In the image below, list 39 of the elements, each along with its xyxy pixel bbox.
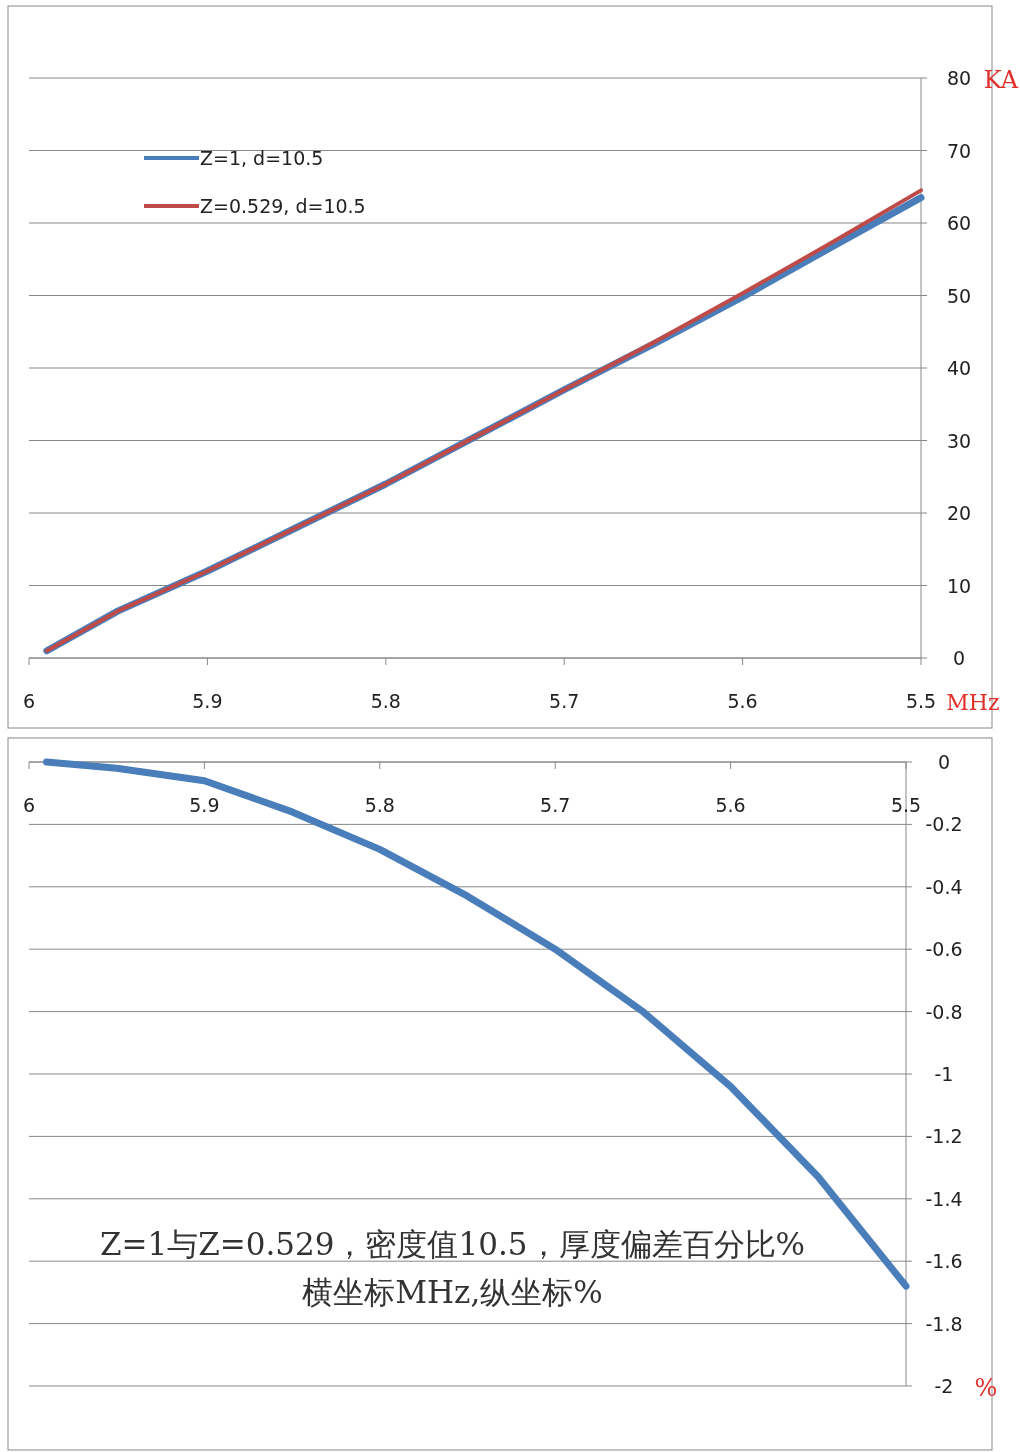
x-tick-label: 5.5 <box>890 794 922 816</box>
x-tick-label: 5.9 <box>192 690 223 712</box>
x-tick-label: 5.8 <box>370 690 401 712</box>
y-tick-label: -1 <box>934 1063 954 1085</box>
y-tick-label: -0.8 <box>925 1000 963 1023</box>
x-tick-label: 5.5 <box>905 690 937 712</box>
x-tick-label: 5.7 <box>540 794 571 816</box>
y-tick-label: -1.8 <box>925 1312 963 1335</box>
x-tick-label: 6 <box>22 690 36 712</box>
x-tick-label: 5.9 <box>189 794 220 816</box>
y-tick-label: -1.2 <box>925 1125 963 1148</box>
y-axis-title: % <box>974 1374 998 1402</box>
annotation: Z=1与Z=0.529，密度值10.5，厚度偏差百分比% <box>100 1226 805 1262</box>
y-tick-label: -0.2 <box>925 813 963 836</box>
x-tick-label: 5.6 <box>715 794 746 816</box>
y-tick-label: 10 <box>946 574 972 597</box>
y-tick-label: 80 <box>946 67 972 89</box>
x-tick-label: 5.8 <box>364 794 395 816</box>
x-tick-label: 5.7 <box>549 690 580 712</box>
y-tick-label: 20 <box>946 502 972 524</box>
y-tick-label: -1.6 <box>925 1250 963 1273</box>
y-axis-title: KA <box>983 66 1019 94</box>
y-tick-label: 70 <box>946 139 972 162</box>
legend-label: Z=1, d=10.5 <box>200 147 324 169</box>
y-tick-label: -0.4 <box>925 875 963 898</box>
x-axis-title: MHz <box>946 690 1000 715</box>
y-tick-label: 0 <box>952 647 966 669</box>
y-tick-label: 50 <box>946 284 972 307</box>
x-tick-label: 5.6 <box>727 690 758 712</box>
y-tick-label: 30 <box>946 429 972 452</box>
y-tick-label: -0.6 <box>925 938 963 961</box>
y-tick-label: -2 <box>934 1375 954 1397</box>
legend-label: Z=0.529, d=10.5 <box>200 195 366 217</box>
y-tick-label: -1.4 <box>925 1187 963 1210</box>
x-tick-label: 6 <box>22 794 36 816</box>
y-tick-label: 40 <box>946 357 972 379</box>
y-tick-label: 60 <box>946 212 972 234</box>
annotation: 横坐标MHz,纵坐标% <box>302 1274 603 1310</box>
y-tick-label: 0 <box>937 751 951 773</box>
